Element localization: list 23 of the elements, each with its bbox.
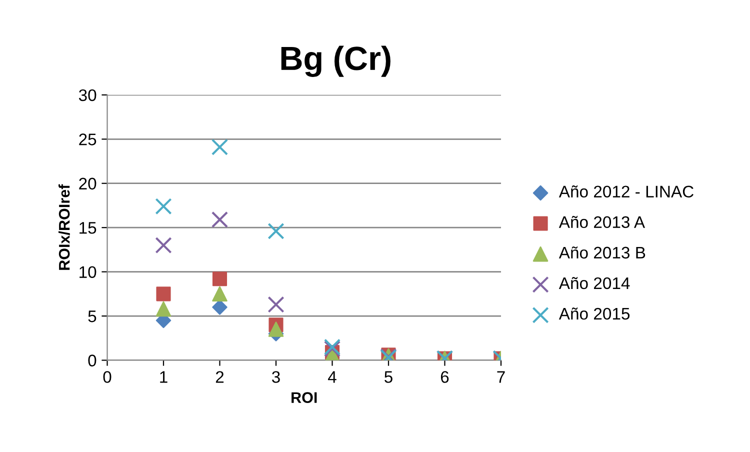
x-tick-label: 7: [497, 371, 505, 383]
x-tick-label: 2: [216, 371, 224, 383]
legend-label: Año 2015: [558, 308, 630, 320]
y-tick-label: 25: [79, 134, 96, 146]
y-tick-label: 10: [80, 266, 96, 278]
y-axis-title: ROIx/ROIref: [58, 184, 70, 270]
y-tick-label: 30: [78, 89, 96, 102]
x-axis-title: ROI: [292, 392, 317, 403]
y-tick-label: 5: [88, 310, 96, 322]
legend-label: Año 2013 A: [558, 216, 646, 228]
x-tick-label: 3: [272, 371, 280, 383]
chart-title: Bg (Cr): [281, 46, 390, 77]
legend-label: Año 2014: [558, 277, 630, 290]
x-tick-label: 5: [384, 371, 392, 383]
x-tick-label: 1: [160, 371, 168, 383]
y-tick-label: 15: [80, 222, 96, 234]
y-tick-label: 20: [79, 178, 96, 190]
x-tick-label: 6: [440, 371, 449, 383]
x-tick-label: 0: [103, 371, 112, 383]
legend-label: Año 2012 - LINAC: [558, 185, 694, 198]
legend-label: Año 2013 B: [558, 246, 646, 259]
y-tick-label: 0: [88, 354, 96, 366]
x-tick-label: 4: [328, 371, 336, 383]
